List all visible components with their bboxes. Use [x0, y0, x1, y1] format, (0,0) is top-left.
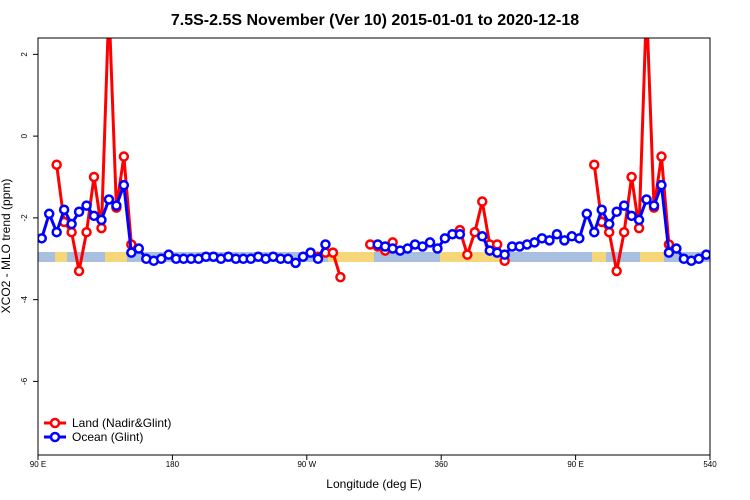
data-point [596, 204, 607, 215]
data-point [693, 253, 705, 265]
data-point [51, 159, 62, 170]
legend-marker [49, 431, 61, 443]
data-point [335, 271, 346, 283]
data-point [559, 235, 570, 246]
data-point [96, 214, 107, 226]
data-point [589, 159, 600, 170]
data-point [529, 237, 540, 248]
x-tick-label: 540 [703, 460, 717, 469]
data-point [282, 253, 294, 265]
x-tick-label: 90 W [297, 460, 316, 469]
data-point [290, 257, 301, 269]
x-tick-label: 90 E [567, 460, 583, 469]
y-tick-label: -6 [20, 377, 29, 385]
x-tick-label: 360 [435, 460, 449, 469]
data-point [417, 241, 428, 252]
data-point [477, 196, 488, 207]
data-point [656, 179, 667, 191]
data-point [58, 204, 70, 215]
data-point [118, 151, 130, 162]
data-point [312, 253, 324, 265]
legend-label: Ocean (Glint) [72, 430, 143, 444]
data-point [454, 228, 466, 240]
data-point [633, 214, 645, 226]
data-point [118, 179, 130, 191]
data-point [73, 265, 85, 277]
data-point [439, 233, 451, 244]
data-point [96, 222, 107, 234]
data-point [648, 200, 660, 211]
plot-frame [37, 37, 711, 456]
data-point [88, 210, 100, 222]
data-point [551, 228, 563, 240]
data-point [611, 206, 622, 217]
data-point [663, 247, 675, 258]
x-tick-label: 90 E [30, 460, 46, 469]
data-point [155, 253, 167, 265]
data-point [641, 194, 652, 205]
data-point [574, 233, 585, 244]
data-point [643, 1, 651, 9]
data-point [701, 249, 710, 260]
data-point [656, 151, 667, 162]
data-point [626, 210, 637, 222]
data-point [88, 171, 100, 183]
y-axis-label: XCO2 - MLO trend (ppm) [0, 179, 13, 314]
y-tick-label: 2 [20, 52, 29, 57]
data-point [618, 226, 630, 238]
data-point [297, 251, 309, 262]
data-point [103, 194, 115, 205]
data-point [38, 233, 47, 244]
data-point [105, 1, 113, 9]
data-point [163, 249, 174, 260]
surface-strip [38, 252, 710, 262]
data-point [581, 208, 593, 220]
data-point [320, 239, 331, 250]
data-point [424, 237, 436, 248]
y-tick-label: 0 [20, 133, 29, 138]
data-point [603, 218, 615, 230]
data-point [327, 247, 339, 258]
data-point [81, 200, 92, 211]
data-point [603, 226, 615, 238]
data-point [305, 247, 316, 258]
data-point [462, 249, 473, 260]
plot-marks [38, 1, 710, 283]
data-point [432, 243, 443, 254]
data-point [51, 226, 62, 238]
y-tick-label: -2 [20, 214, 29, 222]
x-tick-label: 180 [166, 460, 180, 469]
x-axis-label: Longitude (deg E) [326, 477, 421, 491]
data-point [491, 239, 503, 250]
data-point [402, 243, 413, 254]
data-point [618, 200, 630, 211]
data-point [133, 243, 145, 254]
data-point [66, 218, 77, 230]
data-point [589, 226, 600, 238]
legend-marker [49, 417, 61, 429]
data-point [544, 235, 555, 246]
chart-title: 7.5S-2.5S November (Ver 10) 2015-01-01 t… [171, 12, 579, 29]
data-point [626, 171, 637, 183]
data-point [477, 231, 488, 242]
data-point [43, 208, 55, 220]
data-point [81, 226, 92, 238]
data-point [111, 200, 122, 211]
y-tick-label: -4 [20, 296, 29, 304]
legend-label: Land (Nadir&Glint) [72, 416, 171, 430]
data-point [469, 226, 481, 238]
data-point [66, 226, 77, 238]
data-point [499, 249, 510, 260]
data-point [671, 243, 682, 254]
data-point [126, 247, 137, 258]
data-point [611, 265, 622, 277]
data-point [633, 222, 645, 234]
data-point [73, 206, 85, 217]
